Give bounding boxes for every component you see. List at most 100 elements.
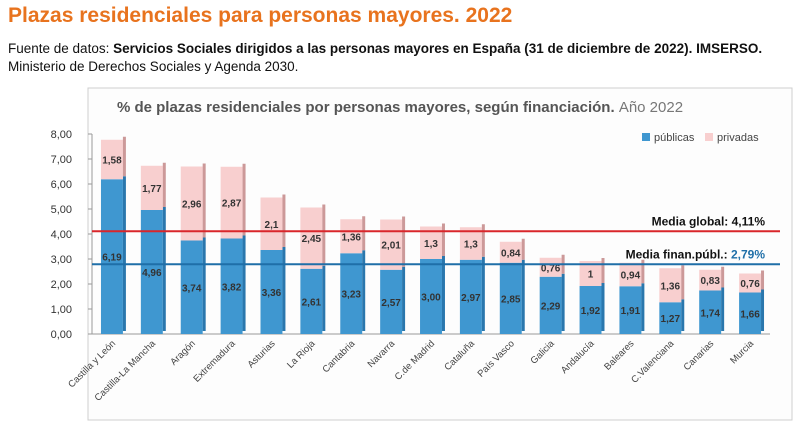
data-label: 0,83 (700, 276, 720, 287)
data-label: 1,77 (142, 184, 162, 195)
bar-side (322, 265, 326, 331)
data-label: 1,3 (464, 240, 478, 251)
bar-segment (619, 286, 642, 334)
bar-side (761, 289, 765, 331)
data-label: 0,94 (621, 271, 641, 282)
bar-side (681, 299, 685, 331)
bar-segment (340, 253, 363, 334)
legend-swatch (642, 133, 650, 141)
bar-side (202, 237, 206, 331)
bar-segment (699, 290, 722, 334)
data-label: 2,61 (302, 297, 322, 308)
bar-segment (260, 250, 283, 334)
bar-segment (300, 207, 323, 269)
bar-segment (659, 302, 682, 334)
bar-segment (380, 269, 403, 334)
source-rest: Ministerio de Derechos Sociales y Agenda… (8, 59, 299, 74)
bar-segment (140, 165, 163, 210)
bar-segment (499, 241, 522, 263)
bar-side (721, 266, 725, 288)
y-tick-label: 4,00 (51, 229, 72, 241)
reference-label: Media finan.públ.: 2,79% (626, 247, 766, 261)
bar-side (282, 194, 286, 247)
bar-segment (579, 286, 602, 334)
bar-side (202, 163, 206, 238)
bar-segment (420, 226, 442, 259)
bar-side (282, 247, 286, 331)
bar-segment (260, 197, 283, 250)
bar-segment (619, 262, 642, 287)
bar-side (402, 216, 406, 267)
bar-segment (300, 268, 323, 334)
bar-side (481, 256, 485, 331)
bar-segment (100, 179, 123, 334)
bar-side (362, 250, 366, 331)
bar-side (122, 176, 126, 331)
y-tick-label: 6,00 (51, 179, 72, 191)
y-tick-label: 8,00 (51, 129, 72, 141)
reference-label-value: 4,11% (732, 214, 766, 228)
bar-segment (699, 269, 722, 291)
bar-side (441, 256, 445, 331)
y-tick-label: 1,00 (51, 304, 72, 316)
data-label: 1,36 (661, 281, 681, 292)
data-label: 2,1 (265, 220, 279, 231)
data-label: 2,01 (381, 241, 401, 252)
reference-label: Media global: 4,11% (652, 214, 766, 228)
source-bold: Servicios Sociales dirigidos a las perso… (113, 41, 763, 56)
bar-side (641, 283, 645, 331)
data-label: 3,36 (262, 288, 282, 299)
y-tick-label: 2,00 (51, 279, 72, 291)
data-label: 6,19 (102, 253, 122, 264)
source-prefix: Fuente de datos: (8, 41, 114, 56)
data-label: 3,00 (421, 293, 441, 304)
data-label: 2,45 (302, 234, 322, 245)
bar-segment (140, 210, 163, 334)
data-label: 2,96 (182, 200, 202, 211)
bar-segment (420, 259, 442, 334)
data-label: 3,82 (222, 282, 242, 293)
bar-side (162, 162, 166, 207)
data-label: 4,96 (142, 268, 162, 279)
y-tick-label: 5,00 (51, 204, 72, 216)
bar-side (521, 259, 525, 331)
data-label: 0,76 (740, 279, 760, 290)
bar-side (521, 238, 525, 260)
bar-side (362, 216, 366, 251)
legend-swatch (705, 133, 713, 141)
bar-segment (340, 219, 363, 254)
reference-label-value: 2,79% (731, 247, 765, 261)
reference-label-text: Media global: (652, 214, 732, 228)
data-label: 1,74 (700, 308, 720, 319)
bar-side (322, 204, 326, 266)
bar-segment (459, 227, 482, 260)
reference-label-text: Media finan.públ.: (626, 247, 731, 261)
data-label: 0,76 (541, 263, 561, 274)
chart-title-suffix: Año 2022 (619, 99, 683, 116)
bar-segment (220, 238, 243, 334)
bar-side (481, 224, 485, 257)
bar-side (441, 223, 445, 256)
bar-segment (539, 276, 562, 334)
legend-label: privadas (717, 132, 759, 144)
bar-segment (100, 139, 123, 180)
data-label: 2,97 (461, 293, 481, 304)
data-label: 0,84 (501, 248, 521, 259)
y-tick-label: 7,00 (51, 154, 72, 166)
data-label: 2,29 (541, 301, 561, 312)
data-label: 1,92 (581, 306, 601, 317)
bar-segment (579, 261, 602, 286)
data-label: 2,57 (381, 298, 401, 309)
y-tick-label: 0,00 (51, 329, 72, 341)
bar-side (601, 283, 605, 331)
bar-segment (739, 292, 762, 334)
chart-title-main: % de plazas residenciales por personas m… (117, 99, 615, 116)
legend-label: públicas (654, 132, 695, 144)
data-label: 2,85 (501, 294, 521, 305)
bar-side (242, 163, 246, 236)
y-tick-label: 3,00 (51, 254, 72, 266)
bar-side (601, 258, 605, 283)
source: Fuente de datos: Servicios Sociales diri… (8, 40, 793, 76)
data-label: 3,74 (182, 283, 202, 294)
